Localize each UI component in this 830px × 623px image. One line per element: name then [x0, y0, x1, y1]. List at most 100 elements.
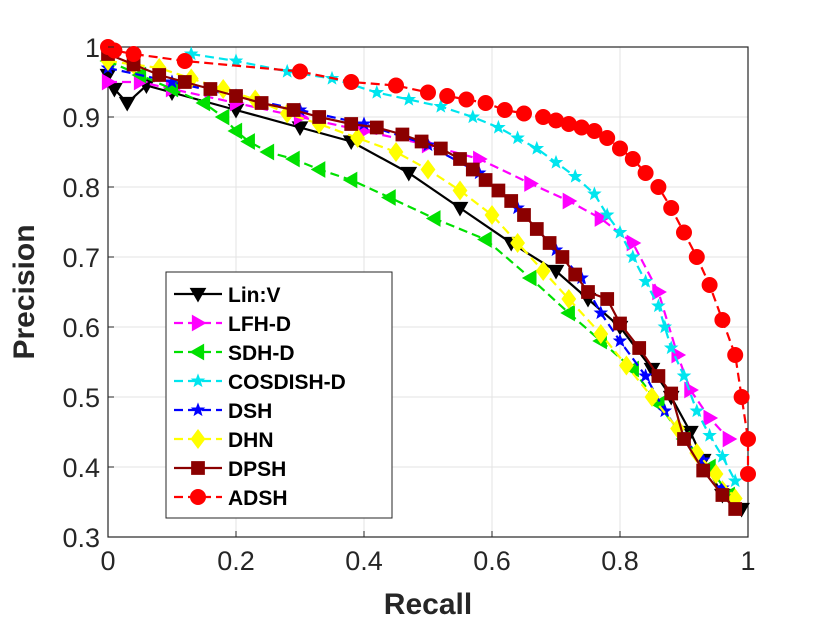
data-point: [664, 386, 679, 401]
data-point: [663, 340, 679, 355]
legend-box: [165, 271, 393, 519]
series-line: [107, 59, 730, 496]
data-point: [677, 432, 691, 446]
data-point: [676, 368, 692, 383]
legend-marker: [191, 461, 205, 475]
data-point: [618, 355, 634, 376]
legend-item: SDH-D: [174, 342, 295, 365]
data-point: [560, 304, 575, 322]
data-point: [240, 133, 255, 150]
data-point: [177, 75, 192, 89]
x-tick-label: 0.4: [345, 546, 383, 576]
legend-label: COSDISH-D: [228, 371, 346, 394]
data-point: [478, 173, 493, 187]
data-point: [215, 78, 231, 100]
data-point: [203, 82, 218, 96]
data-point: [517, 208, 531, 222]
data-point: [727, 473, 743, 488]
data-point: [395, 127, 410, 142]
legend-marker: [189, 343, 205, 361]
data-point: [632, 341, 647, 355]
data-point: [587, 186, 602, 201]
y-tick-label: 0.4: [62, 453, 100, 483]
y-tick-label: 0.7: [62, 243, 100, 273]
data-point: [312, 110, 327, 124]
data-point: [594, 210, 610, 227]
data-point: [496, 102, 513, 118]
data-point: [638, 368, 653, 383]
data-point: [689, 403, 705, 418]
data-point: [228, 53, 244, 68]
data-point: [612, 224, 628, 239]
data-point: [715, 448, 730, 463]
axis-ticks: 0 0.2 0.4 0.6 0.8 1 0.3 0.4 0.5 0.6 0.7 0.8 0.9 1: [62, 33, 755, 576]
data-point: [465, 109, 481, 124]
data-point: [624, 151, 641, 167]
data-point: [381, 189, 396, 206]
data-point: [259, 143, 275, 161]
data-point: [350, 127, 366, 149]
x-tick-label: 0.6: [473, 546, 511, 576]
data-point: [599, 130, 616, 146]
data-point: [342, 171, 358, 189]
data-point: [291, 121, 309, 137]
data-point: [715, 488, 730, 502]
data-point: [613, 316, 627, 331]
data-point: [388, 77, 404, 94]
legend-item: LFH-D: [174, 313, 291, 336]
data-point: [676, 224, 692, 241]
data-point: [152, 68, 167, 82]
data-point: [465, 162, 480, 177]
data-point: [101, 73, 117, 91]
legend: Lin:V LFH-D SDH-D COSDISH-D DSH DHN DPSH ADSH: [165, 271, 393, 519]
data-point: [229, 89, 243, 103]
x-tick-label: 0.2: [217, 546, 255, 576]
data-point: [625, 249, 641, 264]
data-point: [626, 234, 642, 252]
series-line: [107, 59, 737, 500]
legend-item: DSH: [174, 400, 272, 423]
data-point: [420, 84, 436, 101]
data-point: [491, 183, 506, 198]
data-point: [106, 82, 123, 98]
data-point: [344, 117, 359, 131]
data-point: [310, 161, 326, 178]
y-tick-label: 0.8: [62, 173, 100, 203]
x-tick-label: 0.8: [601, 546, 639, 576]
legend-label: LFH-D: [228, 313, 291, 336]
series-dpsh: [101, 47, 743, 516]
data-point: [118, 96, 136, 112]
data-point: [176, 53, 193, 69]
data-point: [401, 91, 417, 106]
data-point: [510, 232, 526, 254]
data-point: [433, 141, 448, 156]
data-point: [227, 122, 243, 140]
legend-item: DHN: [174, 428, 274, 452]
data-point: [612, 140, 628, 157]
legend-label: Lin:V: [228, 284, 281, 307]
data-point: [714, 312, 731, 328]
legend-label: DPSH: [228, 458, 286, 481]
legend-label: SDH-D: [228, 342, 295, 365]
data-point: [638, 273, 653, 288]
legend-label: DSH: [228, 400, 272, 423]
legend-item: DPSH: [174, 458, 286, 481]
data-point: [586, 123, 603, 139]
data-point: [701, 277, 718, 293]
data-point: [477, 95, 494, 111]
data-point: [524, 175, 539, 192]
y-tick-label: 0.3: [62, 523, 100, 553]
legend-item: ADSH: [174, 487, 288, 510]
legend-marker: [191, 314, 207, 332]
data-point: [125, 46, 142, 62]
data-point: [388, 141, 404, 163]
legend-item: COSDISH-D: [174, 371, 346, 394]
data-point: [521, 269, 537, 287]
data-point: [612, 333, 628, 348]
legend-marker: [190, 489, 206, 505]
series-line: [191, 52, 737, 482]
data-point: [652, 283, 667, 301]
legend-label: DHN: [228, 429, 274, 452]
data-point: [369, 120, 384, 135]
